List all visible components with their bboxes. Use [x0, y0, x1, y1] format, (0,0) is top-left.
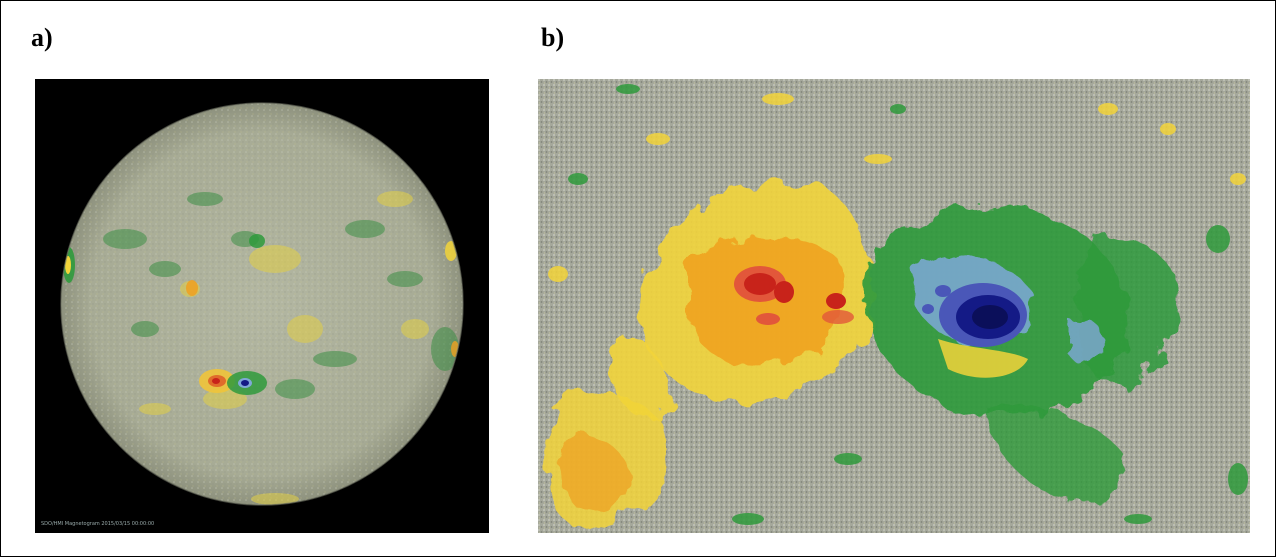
negative-sunspot: [922, 283, 1028, 378]
full-disk-magnetogram-image: SDO/HMI Magnetogram 2015/03/15 00:00:00: [35, 79, 489, 533]
active-region-svg: [538, 79, 1250, 533]
panel-a-label: a): [31, 23, 53, 52]
panel-b-label: b): [541, 23, 565, 52]
magnetogram-caption: SDO/HMI Magnetogram 2015/03/15 00:00:00: [41, 521, 155, 527]
positive-plage: [547, 181, 872, 529]
active-region-closeup-image: [538, 79, 1250, 533]
sun-disk-svg: [60, 102, 464, 506]
positive-sunspots: [734, 266, 854, 325]
